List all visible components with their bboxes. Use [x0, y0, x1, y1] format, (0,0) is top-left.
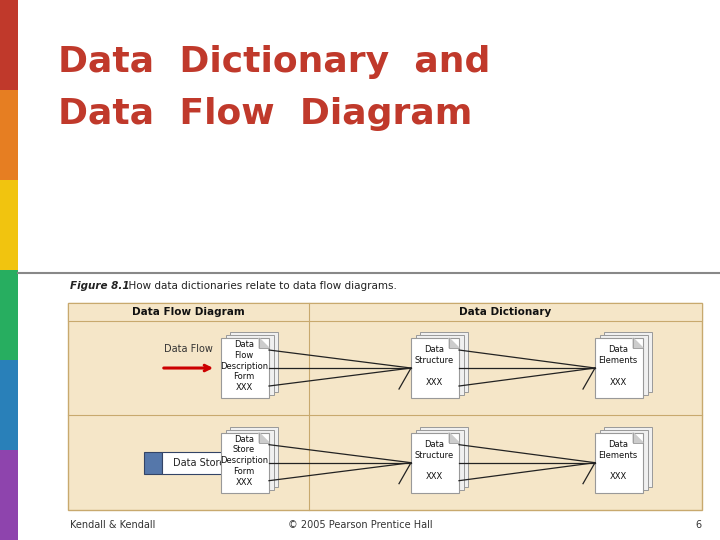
Text: Data
Store
Description
Form
XXX: Data Store Description Form XXX	[220, 435, 268, 487]
Bar	[163, 451, 233, 474]
Text: Data  Flow  Diagram: Data Flow Diagram	[58, 97, 472, 131]
Bar	[0, 270, 18, 360]
Bar	[230, 332, 278, 392]
Bar	[416, 430, 464, 490]
Bar	[226, 335, 274, 395]
Bar	[0, 360, 18, 450]
Bar	[411, 338, 459, 398]
Bar	[420, 427, 468, 487]
Polygon shape	[449, 433, 459, 443]
Bar	[604, 332, 652, 392]
Text: Data
Flow
Description
Form
XXX: Data Flow Description Form XXX	[220, 340, 268, 392]
Polygon shape	[259, 338, 269, 348]
Text: Data Dictionary: Data Dictionary	[459, 307, 552, 316]
Bar	[0, 0, 18, 90]
Text: Data
Structure

XXX: Data Structure XXX	[415, 346, 454, 387]
Bar	[600, 430, 648, 490]
Polygon shape	[449, 338, 459, 348]
Polygon shape	[259, 433, 269, 443]
Bar	[230, 427, 278, 487]
Text: How data dictionaries relate to data flow diagrams.: How data dictionaries relate to data flo…	[122, 281, 397, 291]
Text: © 2005 Pearson Prentice Hall: © 2005 Pearson Prentice Hall	[288, 520, 432, 530]
Text: Figure 8.1: Figure 8.1	[70, 281, 130, 291]
Bar	[0, 450, 18, 540]
Bar	[0, 90, 18, 180]
Bar	[604, 427, 652, 487]
Text: 6: 6	[696, 520, 702, 530]
Bar	[221, 433, 269, 492]
Bar	[420, 332, 468, 392]
Bar	[221, 338, 269, 398]
Text: Data
Structure

XXX: Data Structure XXX	[415, 440, 454, 481]
Polygon shape	[633, 433, 643, 443]
Bar	[226, 430, 274, 490]
Text: Data Flow: Data Flow	[164, 344, 213, 354]
Text: Data Flow Diagram: Data Flow Diagram	[132, 307, 245, 316]
Bar	[68, 303, 702, 510]
Bar	[600, 335, 648, 395]
Polygon shape	[633, 338, 643, 348]
Text: Data  Dictionary  and: Data Dictionary and	[58, 45, 490, 79]
Bar	[145, 451, 163, 474]
Bar	[18, 273, 720, 540]
Text: Kendall & Kendall: Kendall & Kendall	[70, 520, 156, 530]
Bar	[416, 335, 464, 395]
Bar	[595, 338, 643, 398]
Bar	[0, 180, 18, 270]
Bar	[18, 0, 720, 273]
Text: Data
Elements

XXX: Data Elements XXX	[598, 440, 638, 481]
Bar	[68, 303, 702, 321]
Bar	[595, 433, 643, 492]
Text: Data Store: Data Store	[174, 458, 225, 468]
Text: Data
Elements

XXX: Data Elements XXX	[598, 346, 638, 387]
Bar	[411, 433, 459, 492]
